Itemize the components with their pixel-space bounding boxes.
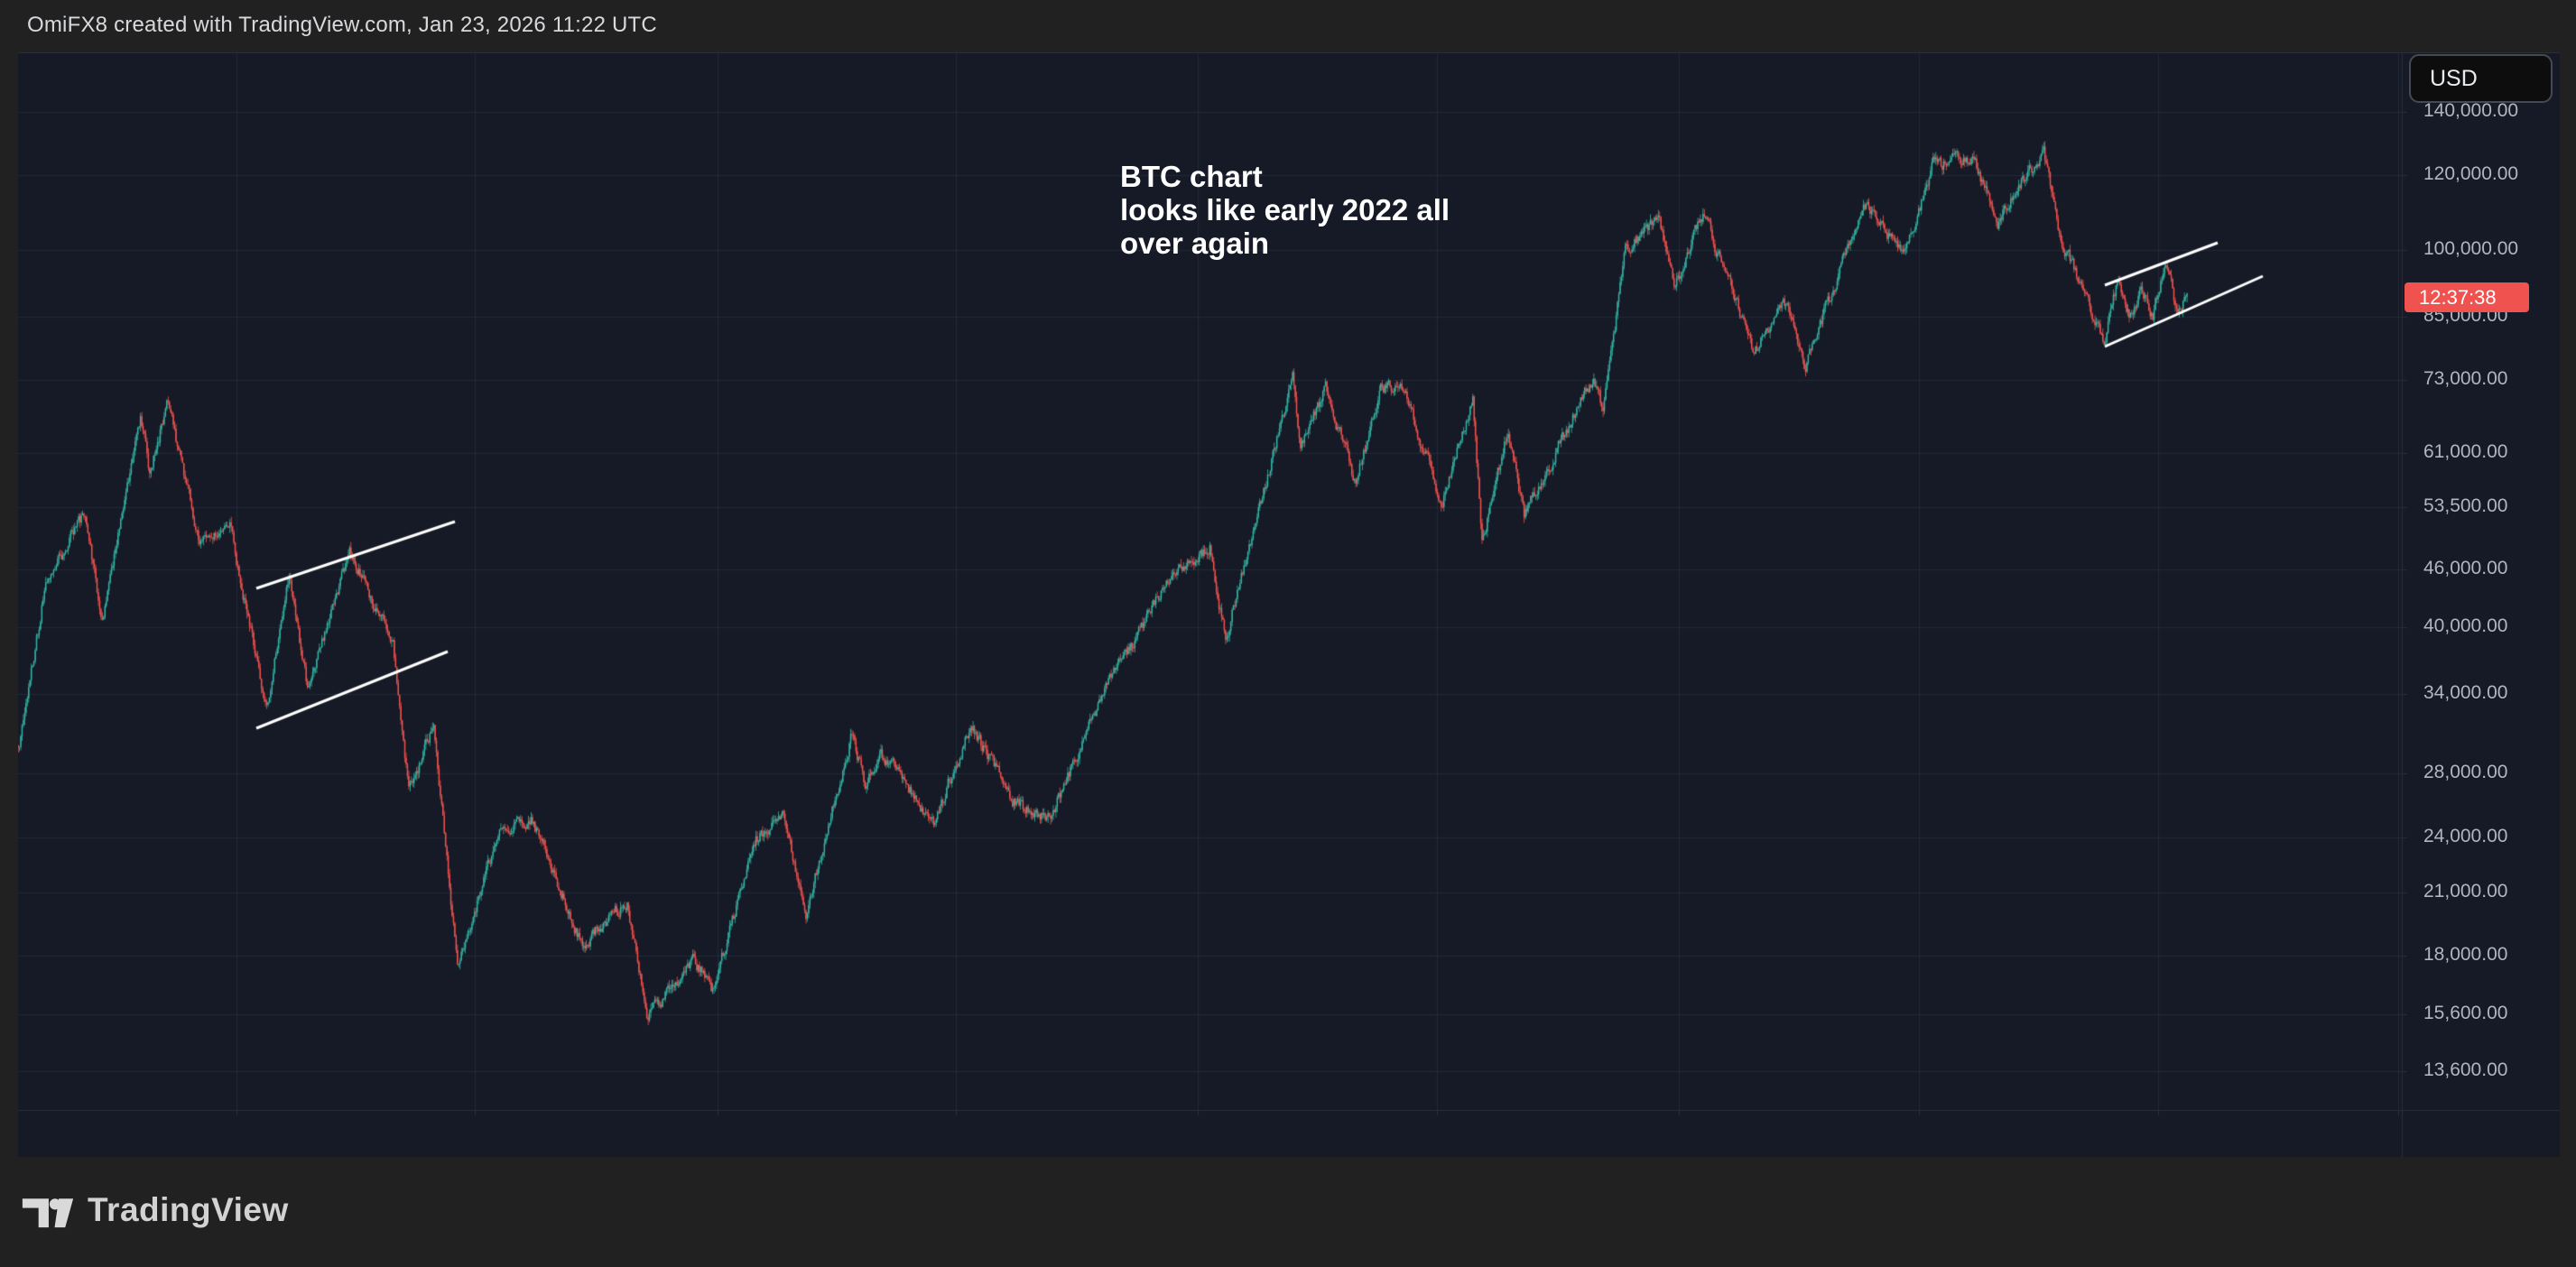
price-tick-label: 34,000.00 xyxy=(2423,681,2508,703)
footer-bar: TradingView xyxy=(0,1157,2576,1267)
price-tick-label: 100,000.00 xyxy=(2423,238,2519,259)
candle-countdown-badge: 12:37:38 xyxy=(2405,282,2529,313)
countdown-text: 12:37:38 xyxy=(2419,285,2497,309)
chart-panel[interactable]: BTC chart looks like early 2022 all over… xyxy=(18,52,2560,1198)
price-tick-label: 18,000.00 xyxy=(2423,943,2508,965)
currency-toggle-button[interactable]: USD xyxy=(2409,54,2553,103)
currency-toggle-label: USD xyxy=(2430,65,2478,91)
price-tick-label: 13,600.00 xyxy=(2423,1059,2508,1080)
candlestick-chart-canvas[interactable] xyxy=(18,53,2560,1158)
price-tick-label: 120,000.00 xyxy=(2423,162,2519,184)
price-tick-label: 46,000.00 xyxy=(2423,558,2508,579)
price-tick-label: 73,000.00 xyxy=(2423,367,2508,389)
price-tick-label: 61,000.00 xyxy=(2423,441,2508,463)
price-tick-label: 24,000.00 xyxy=(2423,825,2508,846)
price-tick-label: 40,000.00 xyxy=(2423,615,2508,636)
price-tick-label: 53,500.00 xyxy=(2423,495,2508,517)
annotation-line-2: looks like early 2022 all xyxy=(1120,193,1450,227)
tradingview-logo-icon xyxy=(22,1198,74,1228)
price-tick-label: 140,000.00 xyxy=(2423,99,2519,121)
price-tick-label: 28,000.00 xyxy=(2423,762,2508,783)
annotation-line-1: BTC chart xyxy=(1120,160,1263,193)
price-tick-label: 21,000.00 xyxy=(2423,880,2508,902)
price-axis[interactable]: 12:37:38 140,000.00 120,000.00 100,000.00 8… xyxy=(2402,53,2560,1158)
annotation-line-3: over again xyxy=(1120,227,1270,260)
snapshot-title: OmiFX8 created with TradingView.com, Jan… xyxy=(27,13,657,37)
tradingview-wordmark: TradingView xyxy=(88,1191,289,1228)
chart-annotation-text: BTC chart looks like early 2022 all over… xyxy=(1120,160,1450,260)
price-tick-label: 15,600.00 xyxy=(2423,1003,2508,1024)
title-bar: OmiFX8 created with TradingView.com, Jan… xyxy=(0,0,2576,52)
